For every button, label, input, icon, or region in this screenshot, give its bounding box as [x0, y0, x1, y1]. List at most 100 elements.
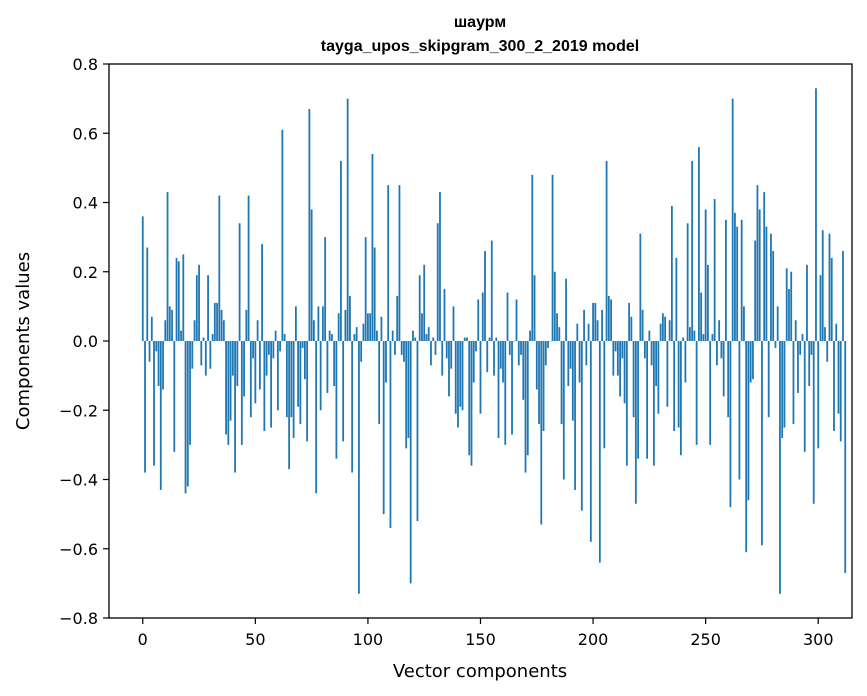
bar-155	[490, 240, 493, 341]
bar-98	[362, 323, 365, 341]
bar-21	[189, 341, 191, 445]
bar-176	[538, 341, 540, 425]
bar-125	[423, 264, 426, 341]
bar-283	[779, 341, 781, 594]
bar-77	[315, 341, 318, 494]
bar-202	[596, 320, 599, 341]
bar-219	[634, 341, 637, 504]
bar-237	[675, 257, 678, 341]
bar-59	[274, 330, 277, 341]
bar-105	[378, 341, 381, 425]
bar-92	[349, 295, 351, 341]
bar-166	[515, 299, 518, 341]
bar-312	[844, 341, 847, 573]
bar-217	[630, 316, 633, 341]
bar-61	[279, 341, 282, 352]
bar-124	[421, 313, 423, 341]
bar-158	[497, 341, 500, 438]
bar-121	[414, 337, 417, 341]
bar-128	[430, 341, 432, 366]
bar-33	[216, 302, 218, 341]
bar-26	[200, 341, 203, 366]
bar-260	[727, 341, 730, 418]
y-axis-ticks: −0.8 −0.6 −0.4 −0.2 0.0 0.2 0.4 0.6 0.8	[59, 55, 109, 628]
bar-292	[799, 341, 802, 355]
bar-206	[605, 160, 608, 341]
bar-95	[355, 327, 358, 341]
bar-153	[486, 341, 489, 373]
bar-7	[157, 341, 160, 387]
bar-132	[439, 192, 441, 341]
bar-18	[182, 254, 185, 341]
bar-111	[391, 330, 394, 341]
bar-3	[148, 341, 151, 362]
bar-230	[659, 323, 662, 341]
bar-30	[209, 341, 212, 369]
bar-188	[565, 278, 567, 341]
bar-295	[806, 264, 808, 341]
bar-289	[792, 341, 795, 425]
bar-8	[159, 341, 162, 490]
bar-138	[452, 306, 455, 342]
bar-311	[842, 250, 844, 341]
bar-227	[652, 341, 655, 466]
bar-70	[299, 341, 302, 425]
bar-287	[788, 289, 790, 341]
bar-152	[484, 250, 486, 341]
bar-87	[337, 313, 340, 341]
bar-143	[463, 337, 466, 341]
bar-53	[261, 244, 263, 341]
bar-154	[488, 337, 491, 341]
bar-209	[612, 341, 615, 376]
bar-304	[826, 341, 829, 362]
bar-200	[592, 302, 594, 341]
bar-251	[707, 264, 709, 341]
bar-156	[493, 341, 495, 376]
x-axis-ticks: 0 50 100 150 200 250 300	[138, 618, 834, 649]
x-tick-label: 150	[465, 630, 496, 649]
bar-78	[317, 306, 320, 342]
x-tick-label: 300	[803, 630, 834, 649]
bar-229	[657, 341, 660, 414]
bar-60	[276, 341, 279, 411]
chart-subtitle: tayga_upos_skipgram_300_2_2019 model	[321, 38, 639, 55]
y-tick-label: −0.8	[59, 609, 98, 628]
bar-171	[526, 341, 529, 456]
bar-302	[821, 230, 824, 341]
bar-100	[367, 313, 369, 341]
bar-72	[303, 341, 306, 380]
bar-175	[535, 341, 538, 390]
bar-0	[141, 216, 144, 341]
bar-82	[326, 341, 329, 393]
bar-185	[558, 327, 561, 341]
y-tick-label: 0.4	[73, 194, 98, 213]
bar-266	[740, 219, 743, 341]
bar-231	[661, 313, 664, 341]
bar-14	[173, 341, 176, 452]
bar-1	[144, 341, 146, 473]
bar-186	[560, 341, 563, 425]
bar-179	[544, 341, 547, 366]
bar-226	[650, 341, 653, 366]
bar-117	[405, 341, 408, 449]
bar-203	[598, 341, 601, 563]
bar-24	[195, 275, 198, 341]
bar-64	[285, 341, 288, 418]
bar-83	[328, 330, 331, 341]
bar-9	[162, 341, 164, 390]
bar-76	[312, 320, 315, 341]
bar-85	[333, 341, 336, 387]
bar-253	[711, 334, 714, 341]
bar-168	[520, 341, 522, 355]
bar-28	[204, 341, 207, 376]
bar-116	[403, 341, 405, 362]
bar-246	[695, 341, 698, 445]
bar-268	[745, 341, 748, 553]
bar-15	[175, 257, 178, 341]
bar-71	[301, 341, 304, 348]
x-tick-label: 250	[690, 630, 721, 649]
bar-191	[571, 341, 574, 421]
bar-2	[146, 247, 149, 341]
x-tick-label: 200	[578, 630, 609, 649]
